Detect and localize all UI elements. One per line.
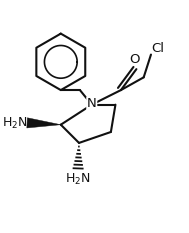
Text: H$_2$N: H$_2$N [65, 172, 91, 187]
Text: O: O [129, 53, 140, 66]
Text: H$_2$N: H$_2$N [2, 116, 28, 131]
Polygon shape [27, 118, 61, 128]
Text: Cl: Cl [151, 42, 164, 55]
Text: N: N [87, 97, 97, 110]
